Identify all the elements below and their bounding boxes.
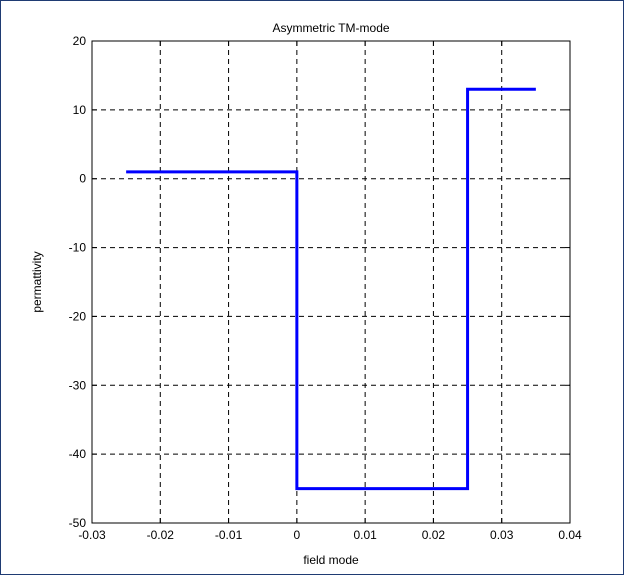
axes-box [91,40,571,524]
ticks: -0.03 -0.02 -0.01 0 0.01 0.02 0.03 0.04 -50 -40 -3… [69,34,582,542]
x-axis-label: field mode [303,553,359,567]
x-tick-label: -0.02 [147,528,175,542]
y-axis-label: permattivity [30,251,44,312]
series-line [126,87,536,491]
x-tick-label: -0.03 [78,528,106,542]
x-tick-label: 0.02 [422,528,446,542]
y-tick-label: -40 [69,447,87,461]
y-tick-label: -20 [69,309,87,323]
y-tick-label: -10 [69,241,87,255]
grid [92,41,570,523]
x-tick-label: -0.01 [215,528,243,542]
x-tick-label: 0.04 [558,528,582,542]
x-tick-label: 0.03 [490,528,514,542]
y-tick-label: -50 [69,516,87,530]
y-tick-label: 20 [73,34,87,48]
y-tick-label: -30 [69,378,87,392]
x-tick-label: 0 [294,528,301,542]
y-tick-label: 0 [79,172,86,186]
x-tick-label: 0.01 [353,528,377,542]
series-layer [126,87,536,491]
y-tick-label: 10 [73,103,87,117]
chart-title: Asymmetric TM-mode [272,21,389,35]
